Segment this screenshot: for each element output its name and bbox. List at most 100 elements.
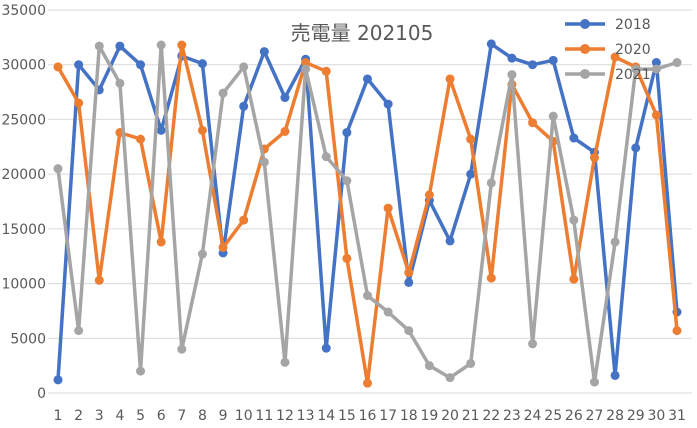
x-tick-label: 26	[565, 408, 583, 424]
data-point-2021	[672, 58, 682, 68]
data-point-2020	[321, 66, 331, 76]
data-point-2021	[301, 64, 311, 74]
data-point-2020	[589, 153, 599, 163]
x-tick-label: 27	[586, 408, 604, 424]
data-point-2020	[486, 273, 496, 283]
data-point-2018	[342, 128, 352, 138]
data-point-2018	[197, 59, 207, 69]
legend-label: 2018	[615, 17, 651, 33]
data-point-2021	[589, 377, 599, 387]
data-point-2020	[280, 126, 290, 136]
data-point-2021	[610, 237, 620, 247]
data-point-2018	[466, 169, 476, 179]
x-tick-label: 13	[297, 408, 315, 424]
legend-item-2021: 2021	[565, 67, 651, 83]
data-point-2021	[156, 40, 166, 50]
x-tick-label: 29	[627, 408, 645, 424]
data-point-2021	[115, 78, 125, 88]
legend-swatch-marker	[580, 69, 590, 79]
x-tick-label: 30	[647, 408, 665, 424]
data-point-2020	[383, 203, 393, 213]
y-tick-label: 25000	[1, 112, 46, 128]
data-point-2021	[321, 152, 331, 162]
data-point-2020	[672, 326, 682, 336]
data-point-2020	[74, 98, 84, 108]
x-tick-label: 25	[544, 408, 562, 424]
x-tick-label: 2	[74, 408, 83, 424]
data-point-2021	[363, 291, 372, 301]
x-tick-label: 31	[668, 408, 686, 424]
data-point-2021	[218, 88, 228, 98]
data-point-2018	[280, 93, 290, 103]
x-tick-label: 19	[420, 408, 438, 424]
x-tick-label: 20	[441, 408, 459, 424]
data-point-2018	[239, 101, 249, 111]
legend-label: 2021	[615, 67, 651, 83]
data-point-2018	[404, 277, 414, 287]
x-tick-label: 12	[276, 408, 294, 424]
data-point-2018	[136, 60, 146, 70]
data-point-2021	[239, 62, 249, 72]
x-axis: 1 2 3 4 5 6 7 8 9 10 11 12 13 14 15 16 17 18 19 20 21 22 23 24 2…	[54, 408, 686, 424]
data-point-2021	[383, 307, 393, 317]
y-tick-label: 15000	[1, 222, 46, 238]
chart-title: 売電量 202105	[291, 21, 434, 45]
x-tick-label: 9	[219, 408, 228, 424]
series-2021	[53, 40, 682, 387]
data-point-2020	[569, 274, 579, 284]
data-point-2018	[631, 143, 641, 153]
y-tick-label: 10000	[1, 277, 46, 293]
x-tick-label: 7	[177, 408, 186, 424]
data-point-2018	[610, 370, 620, 380]
x-tick-label: 14	[317, 408, 335, 424]
data-point-2021	[177, 344, 187, 354]
x-tick-label: 24	[524, 408, 542, 424]
x-tick-label: 11	[255, 408, 273, 424]
data-point-2020	[528, 118, 538, 128]
x-tick-label: 18	[400, 408, 418, 424]
data-point-2021	[507, 70, 517, 80]
legend-swatch-marker	[580, 44, 590, 54]
x-tick-label: 3	[95, 408, 104, 424]
data-point-2018	[383, 99, 393, 109]
data-point-2020	[342, 253, 352, 263]
data-point-2021	[404, 326, 414, 336]
x-tick-label: 5	[136, 408, 145, 424]
data-point-2021	[651, 64, 661, 74]
data-point-2021	[136, 366, 146, 376]
data-point-2020	[156, 237, 166, 247]
data-point-2021	[631, 64, 641, 74]
data-point-2020	[363, 378, 372, 388]
data-point-2018	[363, 74, 372, 84]
data-point-2020	[218, 242, 228, 252]
x-tick-label: 6	[157, 408, 166, 424]
data-point-2020	[424, 190, 434, 200]
data-point-2020	[94, 275, 104, 285]
data-point-2021	[466, 358, 476, 368]
data-point-2020	[301, 58, 311, 68]
data-point-2020	[53, 62, 63, 72]
data-point-2021	[53, 164, 63, 174]
legend-item-2018: 2018	[565, 17, 651, 33]
data-point-2021	[94, 41, 104, 51]
data-point-2018	[156, 125, 166, 135]
data-point-2020	[177, 40, 187, 50]
data-point-2021	[486, 178, 496, 188]
x-tick-label: 10	[235, 408, 253, 424]
legend-item-2020: 2020	[565, 42, 651, 58]
x-tick-label: 4	[115, 408, 124, 424]
y-tick-label: 5000	[10, 331, 46, 347]
y-tick-label: 0	[37, 386, 46, 402]
data-point-2021	[342, 176, 352, 186]
y-tick-label: 35000	[1, 3, 46, 19]
x-tick-label: 15	[338, 408, 356, 424]
data-point-2021	[424, 361, 434, 371]
data-point-2021	[548, 111, 558, 121]
data-point-2020	[610, 52, 620, 62]
x-tick-label: 23	[503, 408, 521, 424]
data-point-2020	[651, 110, 661, 120]
data-point-2020	[445, 74, 455, 84]
legend-label: 2020	[615, 42, 651, 58]
data-point-2018	[507, 53, 517, 63]
